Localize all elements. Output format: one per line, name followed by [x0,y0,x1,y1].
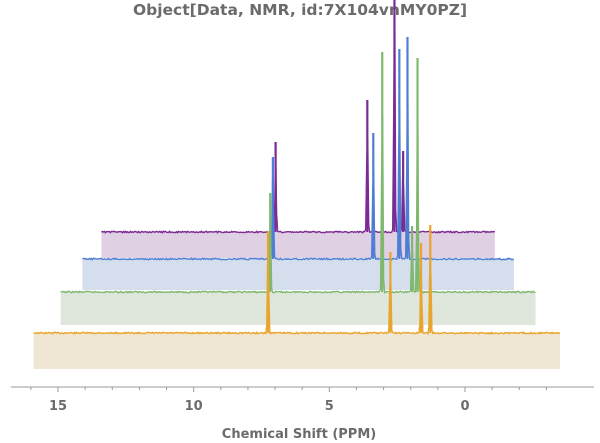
chart-title: Object[Data, NMR, id:7X104vnMY0PZ] [133,1,467,19]
spectrum-band-1 [60,292,536,325]
x-axis-label: Chemical Shift (PPM) [222,427,376,442]
spectrum-line-0 [33,250,561,336]
x-tick-label-3: 0 [460,399,469,414]
spectrum-band-3 [101,232,495,258]
x-ticks: 15 10 5 0 [30,387,547,414]
spectrum-line-1 [60,83,536,294]
x-tick-label-1: 10 [185,399,203,414]
spectrum-line-2 [82,78,514,261]
spectrum-band-0 [33,333,560,369]
x-tick-label-2: 5 [325,399,334,414]
x-tick-label-0: 15 [49,399,67,414]
spectra-group [33,0,561,369]
spectrum-line-3 [101,4,496,234]
spectrum-band-2 [82,259,514,290]
